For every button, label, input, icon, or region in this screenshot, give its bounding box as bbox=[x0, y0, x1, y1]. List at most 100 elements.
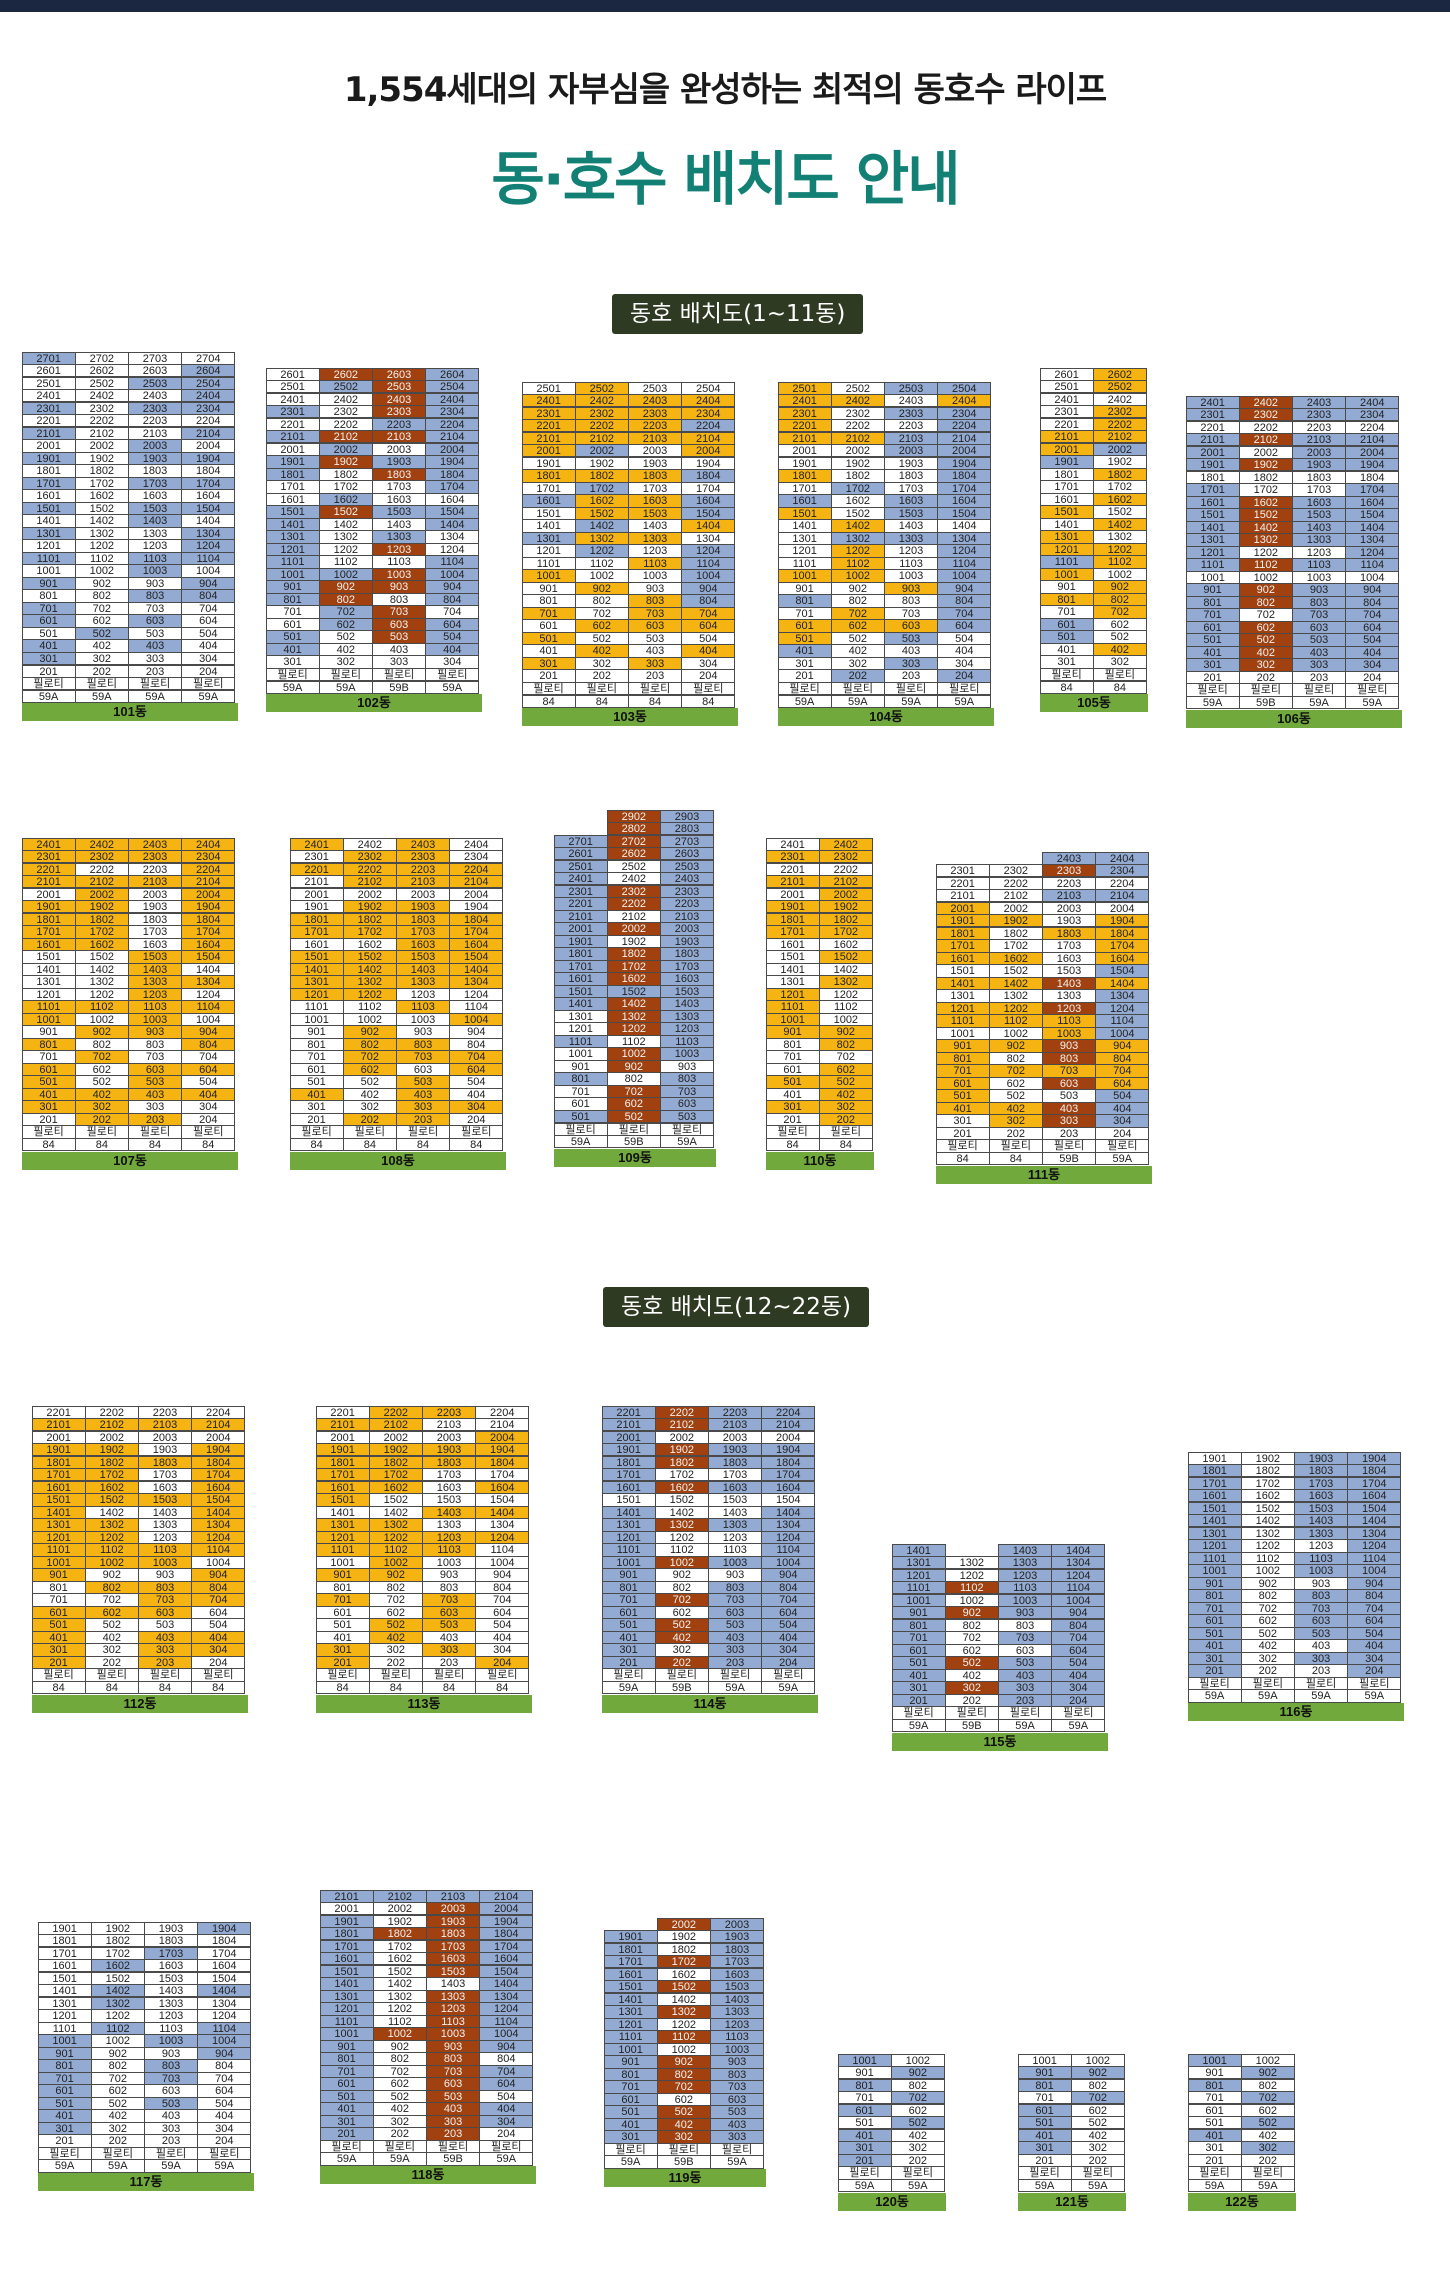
unit-cell: 902 bbox=[342, 1025, 397, 1039]
building-107동: 2401 2402 2403 2404 2301 2302 2303 2304 2201 2202… bbox=[21, 837, 238, 1170]
unit-cell: 602 bbox=[574, 619, 629, 633]
unit-cell: 1402 bbox=[90, 1984, 145, 1998]
unit-cell: 802 bbox=[372, 2052, 427, 2066]
unit-cell: 1903 bbox=[1294, 1451, 1349, 1465]
piloti-cell: 필로티 bbox=[1039, 667, 1094, 682]
unit-cell: 2102 bbox=[1238, 433, 1293, 447]
unit-cell: 1504 bbox=[191, 1493, 246, 1507]
unit-type-cell: 84 bbox=[31, 1680, 86, 1695]
unit-cell: 1503 bbox=[128, 950, 183, 964]
unit-cell: 1901 bbox=[289, 900, 344, 914]
unit-cell: 2202 bbox=[84, 1405, 139, 1419]
unit-cell: 1702 bbox=[90, 1946, 145, 1960]
unit-cell: 603 bbox=[998, 1643, 1053, 1658]
unit-cell: 1102 bbox=[318, 555, 373, 569]
unit-cell: 1702 bbox=[988, 939, 1043, 953]
unit-cell: 1204 bbox=[191, 1530, 246, 1545]
unit-cell: 1304 bbox=[475, 1518, 530, 1532]
unit-cell: 1503 bbox=[128, 501, 183, 516]
unit-type-cell: 84 bbox=[765, 1137, 820, 1152]
unit-type-cell: 59A bbox=[318, 680, 373, 694]
unit-cell: 1001 bbox=[21, 1012, 76, 1027]
unit-type-cell: 59B bbox=[372, 680, 427, 694]
unit-cell: 1903 bbox=[628, 456, 683, 470]
unit-cell: 804 bbox=[425, 592, 480, 607]
unit-cell: 1704 bbox=[191, 1468, 246, 1482]
unit-cell: 2104 bbox=[1095, 889, 1150, 903]
unit-cell: 1902 bbox=[318, 455, 373, 469]
unit-cell: 302 bbox=[74, 651, 129, 666]
unit-cell: 2802 bbox=[606, 822, 661, 836]
unit-cell: 904 bbox=[191, 1568, 246, 1582]
unit-cell: 1701 bbox=[289, 925, 344, 939]
unit-type-cell: 59A bbox=[425, 680, 480, 694]
unit-cell: 2302 bbox=[830, 406, 885, 420]
unit-cell: 501 bbox=[765, 1075, 820, 1089]
unit-cell: 1103 bbox=[998, 1581, 1053, 1595]
building-102동: 2601 2602 2603 2604 2501 2502 2503 2504 2401 2402… bbox=[265, 367, 482, 713]
unit-cell: 1802 bbox=[830, 469, 885, 483]
unit-cell: 1501 bbox=[521, 506, 576, 521]
unit-cell: 903 bbox=[426, 2039, 481, 2054]
unit-cell: 704 bbox=[449, 1050, 504, 1064]
unit-cell: 504 bbox=[181, 626, 236, 641]
unit-cell: 1501 bbox=[21, 950, 76, 964]
unit-cell: 603 bbox=[128, 1062, 183, 1077]
unit-cell: 2203 bbox=[372, 417, 427, 431]
unit-cell: 702 bbox=[574, 606, 629, 621]
unit-cell: 1304 bbox=[181, 526, 236, 541]
unit-cell: 1103 bbox=[708, 1543, 763, 1557]
unit-cell: 2202 bbox=[1092, 417, 1147, 431]
unit-type-cell: 59A bbox=[1187, 1689, 1242, 1703]
unit-cell: 1304 bbox=[449, 975, 504, 989]
unit-cell: 2004 bbox=[681, 444, 736, 458]
unit-cell: 402 bbox=[372, 2102, 427, 2116]
unit-cell: 604 bbox=[425, 617, 480, 632]
unit-cell: 703 bbox=[426, 2064, 481, 2079]
unit-cell: 601 bbox=[21, 1062, 76, 1077]
unit-cell: 204 bbox=[197, 2134, 252, 2148]
unit-cell: 2001 bbox=[265, 442, 320, 456]
piloti-cell: 필로티 bbox=[521, 681, 576, 696]
unit-cell: 802 bbox=[890, 2078, 945, 2092]
piloti-cell: 필로티 bbox=[475, 1668, 530, 1682]
piloti-cell: 필로티 bbox=[181, 1125, 236, 1139]
unit-cell: 2803 bbox=[660, 822, 715, 836]
unit-cell: 1402 bbox=[1092, 517, 1147, 532]
unit-cell: 504 bbox=[1095, 1089, 1150, 1103]
building-108동: 2401 2402 2403 2404 2301 2302 2303 2304 2201 2202… bbox=[289, 837, 506, 1170]
unit-cell: 2503 bbox=[628, 381, 683, 395]
unit-cell: 2502 bbox=[606, 859, 661, 873]
unit-cell: 1104 bbox=[181, 551, 236, 566]
piloti-cell: 필로티 bbox=[603, 2142, 658, 2157]
unit-cell: 1202 bbox=[656, 2017, 711, 2032]
unit-cell: 1004 bbox=[1345, 570, 1400, 585]
unit-cell: 1802 bbox=[654, 1455, 709, 1469]
unit-cell: 1903 bbox=[396, 900, 451, 914]
unit-cell: 1602 bbox=[606, 972, 661, 986]
unit-cell: 304 bbox=[1051, 1681, 1106, 1695]
unit-cell: 1601 bbox=[21, 489, 76, 503]
unit-cell: 1104 bbox=[197, 2021, 252, 2036]
unit-cell: 303 bbox=[884, 656, 939, 671]
unit-cell: 701 bbox=[1185, 608, 1240, 622]
unit-cell: 401 bbox=[265, 642, 320, 657]
unit-cell: 702 bbox=[84, 1593, 139, 1607]
unit-cell: 1304 bbox=[1345, 533, 1400, 547]
unit-cell: 201 bbox=[777, 669, 832, 683]
unit-cell: 1704 bbox=[181, 476, 236, 491]
unit-cell: 601 bbox=[765, 1062, 820, 1077]
unit-cell: 1504 bbox=[1347, 1501, 1402, 1515]
unit-cell: 1501 bbox=[37, 1971, 92, 1985]
unit-cell: 902 bbox=[944, 1606, 999, 1620]
unit-cell: 801 bbox=[21, 589, 76, 603]
piloti-cell: 필로티 bbox=[710, 2142, 765, 2157]
unit-cell: 704 bbox=[181, 601, 236, 616]
unit-cell: 2001 bbox=[31, 1430, 86, 1444]
unit-cell: 1301 bbox=[319, 1989, 374, 2004]
unit-cell: 1403 bbox=[1042, 976, 1097, 991]
unit-cell: 1404 bbox=[425, 517, 480, 532]
unit-cell: 1002 bbox=[368, 1555, 423, 1570]
unit-cell: 2103 bbox=[884, 431, 939, 445]
unit-cell: 1902 bbox=[342, 900, 397, 914]
